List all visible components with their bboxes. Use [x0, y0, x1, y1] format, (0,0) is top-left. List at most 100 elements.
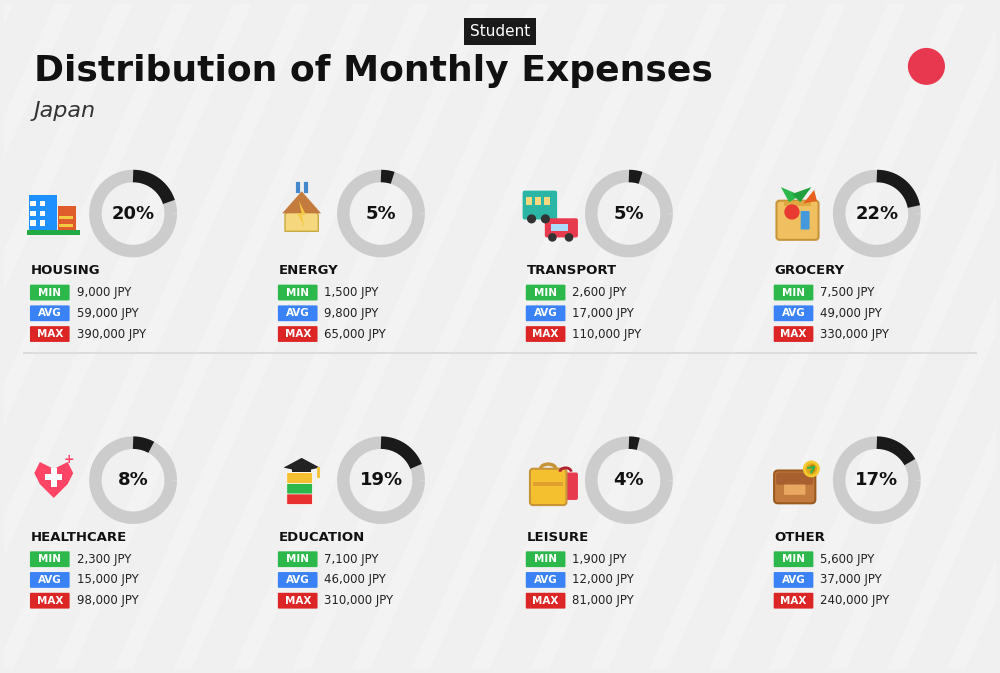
Circle shape [785, 205, 799, 219]
FancyBboxPatch shape [776, 472, 813, 485]
Text: MAX: MAX [780, 329, 807, 339]
Polygon shape [792, 187, 811, 203]
FancyBboxPatch shape [30, 220, 36, 225]
Text: MAX: MAX [532, 596, 559, 606]
Text: AVG: AVG [38, 575, 62, 585]
FancyBboxPatch shape [774, 306, 813, 321]
Text: MIN: MIN [534, 287, 557, 297]
FancyBboxPatch shape [30, 201, 36, 207]
Circle shape [542, 215, 549, 223]
Polygon shape [803, 190, 817, 204]
Text: ENERGY: ENERGY [279, 264, 339, 277]
FancyBboxPatch shape [40, 201, 45, 207]
FancyBboxPatch shape [287, 472, 312, 483]
FancyBboxPatch shape [40, 220, 45, 225]
FancyBboxPatch shape [774, 593, 813, 608]
Text: 5,600 JPY: 5,600 JPY [820, 553, 875, 566]
FancyBboxPatch shape [523, 190, 557, 219]
Text: 59,000 JPY: 59,000 JPY [77, 307, 138, 320]
Text: AVG: AVG [38, 308, 62, 318]
Text: 46,000 JPY: 46,000 JPY [324, 573, 386, 586]
Text: MAX: MAX [37, 329, 63, 339]
Text: 37,000 JPY: 37,000 JPY [820, 573, 882, 586]
FancyBboxPatch shape [278, 326, 318, 342]
FancyBboxPatch shape [59, 215, 73, 219]
Text: AVG: AVG [782, 575, 805, 585]
FancyBboxPatch shape [551, 223, 568, 232]
FancyBboxPatch shape [40, 211, 45, 216]
Text: MIN: MIN [286, 554, 309, 564]
FancyBboxPatch shape [278, 285, 318, 300]
Text: 310,000 JPY: 310,000 JPY [324, 594, 394, 607]
Polygon shape [781, 187, 800, 203]
Text: AVG: AVG [534, 575, 557, 585]
Polygon shape [298, 201, 306, 227]
FancyBboxPatch shape [30, 551, 70, 567]
FancyBboxPatch shape [801, 211, 810, 229]
Text: 7,100 JPY: 7,100 JPY [324, 553, 379, 566]
Circle shape [909, 48, 944, 84]
Text: Distribution of Monthly Expenses: Distribution of Monthly Expenses [34, 55, 713, 88]
FancyBboxPatch shape [287, 494, 312, 505]
FancyBboxPatch shape [30, 593, 70, 608]
Text: MIN: MIN [534, 554, 557, 564]
Text: 17,000 JPY: 17,000 JPY [572, 307, 634, 320]
Text: MIN: MIN [782, 554, 805, 564]
Text: MIN: MIN [38, 554, 61, 564]
Text: 5%: 5% [614, 205, 644, 223]
Text: 49,000 JPY: 49,000 JPY [820, 307, 882, 320]
Text: Student: Student [470, 24, 530, 39]
Text: 98,000 JPY: 98,000 JPY [77, 594, 138, 607]
Text: MAX: MAX [37, 596, 63, 606]
FancyBboxPatch shape [526, 593, 565, 608]
Text: 110,000 JPY: 110,000 JPY [572, 328, 642, 341]
Text: LEISURE: LEISURE [527, 531, 589, 544]
Text: MIN: MIN [286, 287, 309, 297]
FancyBboxPatch shape [526, 572, 565, 588]
Text: 15,000 JPY: 15,000 JPY [77, 573, 138, 586]
Circle shape [549, 234, 556, 241]
Text: 22%: 22% [855, 205, 898, 223]
Text: Japan: Japan [34, 101, 96, 121]
FancyBboxPatch shape [278, 306, 318, 321]
Circle shape [565, 234, 573, 241]
FancyBboxPatch shape [30, 306, 70, 321]
Text: 65,000 JPY: 65,000 JPY [324, 328, 386, 341]
Text: 240,000 JPY: 240,000 JPY [820, 594, 890, 607]
Text: 19%: 19% [359, 471, 403, 489]
Text: 390,000 JPY: 390,000 JPY [77, 328, 146, 341]
FancyBboxPatch shape [776, 201, 819, 240]
Text: 2,300 JPY: 2,300 JPY [77, 553, 131, 566]
Text: $: $ [808, 464, 815, 474]
Text: MAX: MAX [780, 596, 807, 606]
Text: AVG: AVG [286, 575, 310, 585]
FancyBboxPatch shape [533, 483, 563, 485]
FancyBboxPatch shape [292, 468, 311, 472]
FancyBboxPatch shape [30, 326, 70, 342]
FancyBboxPatch shape [774, 572, 813, 588]
FancyBboxPatch shape [30, 285, 70, 300]
Text: MIN: MIN [38, 287, 61, 297]
Text: 12,000 JPY: 12,000 JPY [572, 573, 634, 586]
Text: 2,600 JPY: 2,600 JPY [572, 286, 627, 299]
FancyBboxPatch shape [774, 551, 813, 567]
FancyBboxPatch shape [51, 468, 57, 487]
Text: 9,800 JPY: 9,800 JPY [324, 307, 379, 320]
Circle shape [806, 464, 816, 474]
Polygon shape [34, 462, 73, 498]
Circle shape [528, 215, 535, 223]
Text: MAX: MAX [285, 596, 311, 606]
Circle shape [804, 461, 819, 476]
Text: +: + [64, 453, 74, 466]
FancyBboxPatch shape [774, 285, 813, 300]
FancyBboxPatch shape [30, 572, 70, 588]
FancyBboxPatch shape [526, 197, 532, 205]
FancyBboxPatch shape [774, 470, 815, 503]
Text: OTHER: OTHER [775, 531, 826, 544]
Text: MIN: MIN [782, 287, 805, 297]
Text: 7,500 JPY: 7,500 JPY [820, 286, 875, 299]
Text: AVG: AVG [534, 308, 557, 318]
Polygon shape [284, 458, 320, 472]
Text: AVG: AVG [286, 308, 310, 318]
Text: 1,500 JPY: 1,500 JPY [324, 286, 379, 299]
